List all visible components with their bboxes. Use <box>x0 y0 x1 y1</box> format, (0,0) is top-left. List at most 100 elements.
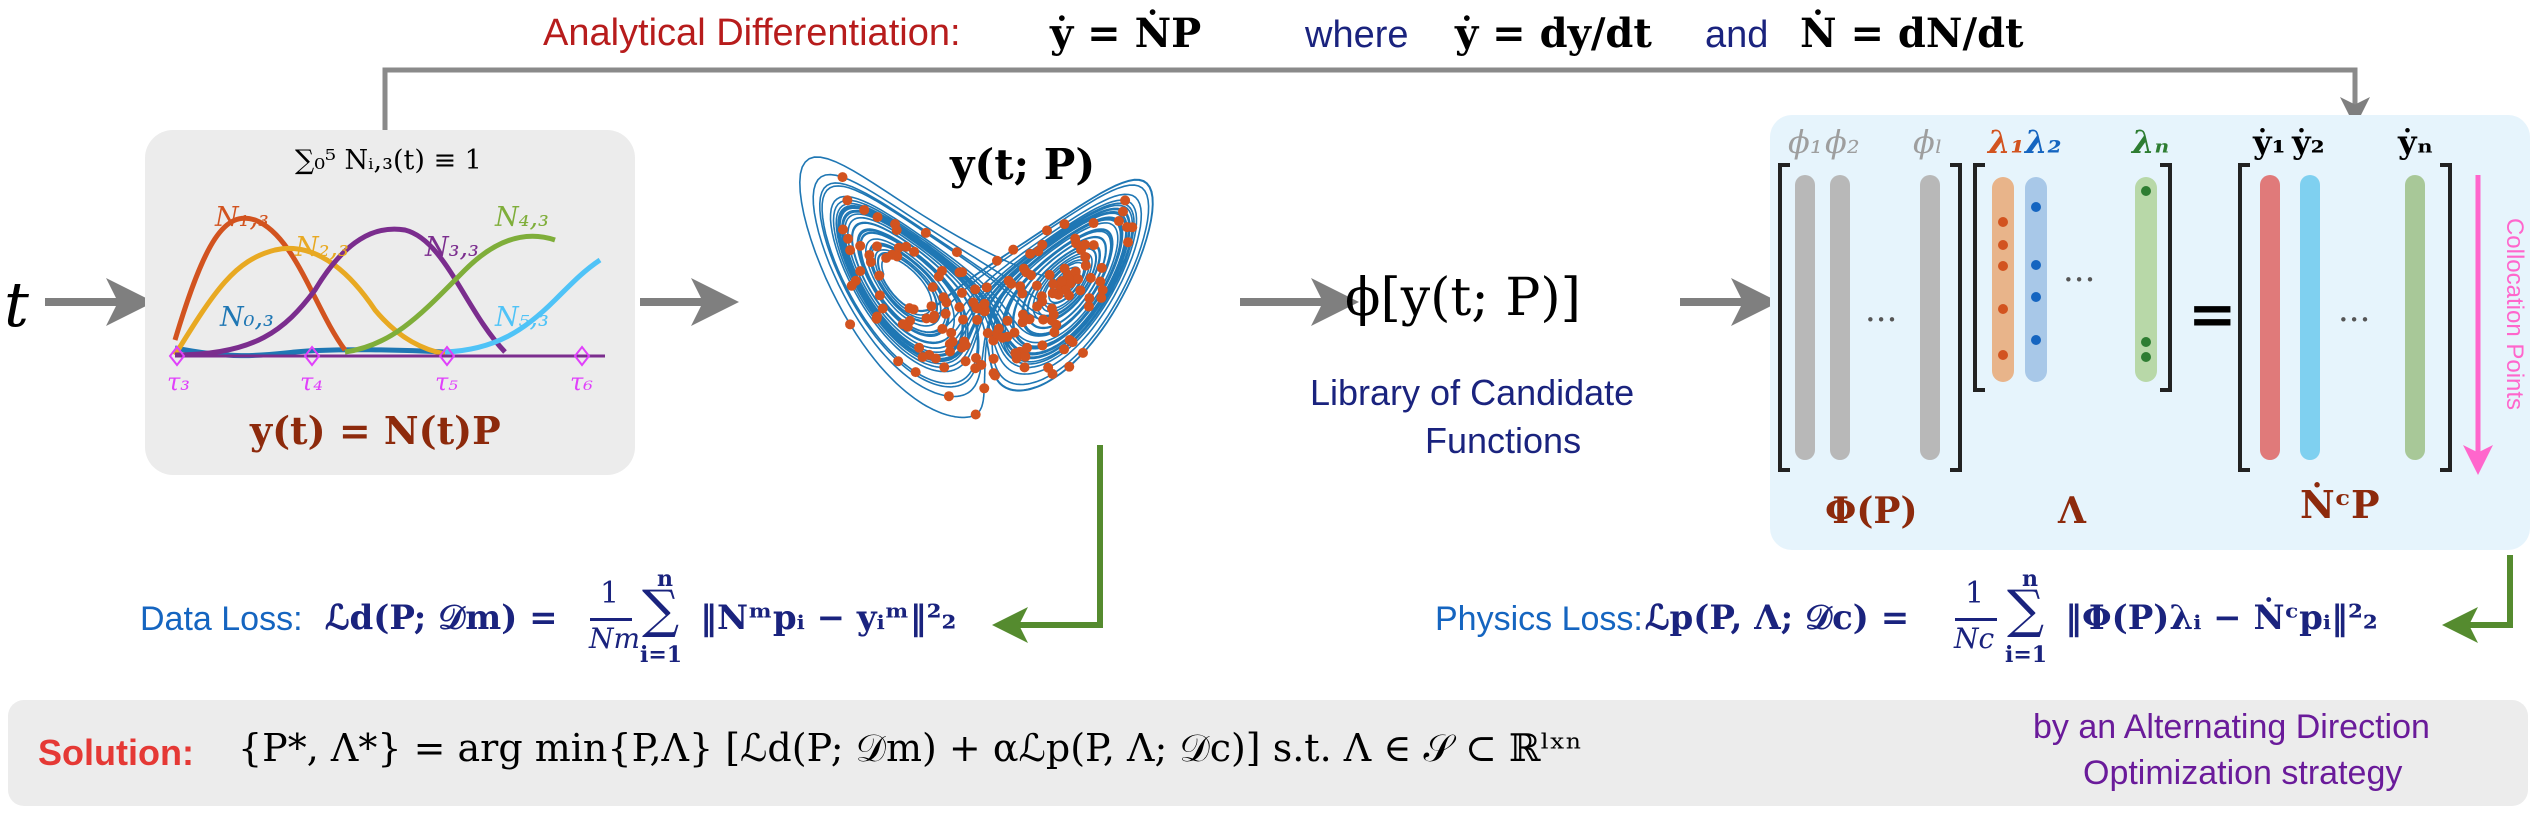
measurement-points <box>837 172 1138 420</box>
ydot-column-2 <box>2300 175 2320 460</box>
data-loss-fraction-numerator: 1 <box>600 576 620 611</box>
measurement-point <box>909 246 920 257</box>
data-loss-equation: Data Loss: ℒd(P; 𝒟m) = 1 Nm n ∑ i=1 ‖Nᵐp… <box>140 566 1010 685</box>
library-caption-line2: Functions <box>1425 420 1582 461</box>
physics-loss-sum-lower: i=1 <box>2005 642 2048 668</box>
measurement-point <box>1031 280 1042 291</box>
measurement-point <box>970 352 981 363</box>
measurement-point <box>1084 293 1095 304</box>
data-loss-sum-lower: i=1 <box>640 642 683 668</box>
measurement-point <box>972 314 983 325</box>
measurement-point <box>920 227 931 238</box>
input-time-symbol: t <box>4 268 29 341</box>
measurement-point <box>1025 248 1036 259</box>
measurement-point <box>982 328 993 339</box>
measurement-point <box>1036 291 1047 302</box>
measurement-point <box>927 282 938 293</box>
measurement-point <box>1120 195 1131 206</box>
measurement-point <box>1047 288 1058 299</box>
measurement-point <box>1070 233 1081 244</box>
where-word: where <box>1305 14 1409 56</box>
lambda-2-nonzero-dots <box>2031 202 2041 345</box>
measurement-point <box>871 241 882 252</box>
phi-column-2 <box>1830 175 1850 460</box>
measurement-point <box>1088 240 1099 251</box>
physics-loss-fraction-denominator: Nc <box>1954 622 1995 655</box>
measurement-point <box>941 297 952 308</box>
solution-equation: {P*, Λ*} = arg min{P,Λ} [ℒd(P; 𝒟m) + αℒp… <box>238 726 1583 770</box>
measurement-point <box>939 362 950 373</box>
measurement-point <box>872 212 883 223</box>
data-loss-sum-upper: n <box>657 566 673 592</box>
measurement-point <box>936 265 947 276</box>
measurement-point <box>859 204 870 215</box>
measurement-point <box>1046 315 1057 326</box>
measurement-point <box>837 224 848 235</box>
measurement-point <box>890 219 901 230</box>
measurement-point <box>989 370 1000 381</box>
label-n03: N₀,₃ <box>220 302 274 333</box>
measurement-point <box>1044 269 1055 280</box>
measurement-point <box>855 240 866 251</box>
lambda-matrix-right-bracket <box>2160 163 2172 392</box>
measurement-point <box>930 353 941 364</box>
knot-marker-6 <box>573 345 591 367</box>
measurement-point <box>1020 351 1031 362</box>
measurement-point <box>954 302 965 313</box>
physics-loss-fraction-numerator: 1 <box>1965 576 1985 611</box>
measurement-point <box>1026 270 1037 281</box>
measurement-point <box>910 367 921 378</box>
data-loss-label: Data Loss: <box>140 600 303 638</box>
data-loss-sum-sign: ∑ <box>642 580 680 640</box>
measurement-point <box>855 266 866 277</box>
measurement-point <box>988 353 999 364</box>
measurement-point <box>957 287 968 298</box>
basis-curve-n43 <box>344 233 556 355</box>
phi-matrix-left-bracket <box>1778 163 1790 472</box>
knot-marker-4 <box>303 345 321 367</box>
label-n53: N₅,₃ <box>495 302 549 333</box>
measurement-point <box>917 352 928 363</box>
measurement-point <box>1047 369 1058 380</box>
arrow-to-data-loss <box>992 445 1103 643</box>
measurement-point <box>901 241 912 252</box>
measurement-point <box>1083 301 1094 312</box>
measurement-point <box>1121 222 1132 233</box>
measurement-point <box>1113 216 1124 227</box>
measurement-point <box>957 267 968 278</box>
measurement-point <box>893 356 904 367</box>
phi-matrix-right-bracket <box>1950 163 1962 472</box>
label-n33: N₃,₃ <box>425 232 479 263</box>
measurement-point <box>1080 239 1091 250</box>
measurement-point <box>843 233 854 244</box>
measurement-point <box>970 409 981 420</box>
measurement-point <box>892 251 903 262</box>
and-word: and <box>1705 14 1769 56</box>
ydot-head-1: ẏ₁ <box>2253 123 2286 161</box>
ydot-column-n <box>2405 175 2425 460</box>
ydot-definition: ẏ = dy/dt <box>1455 10 1652 57</box>
strategy-line1: by an Alternating Direction <box>2033 708 2430 746</box>
lorenz-attractor-plot <box>798 156 1154 420</box>
measurement-point <box>874 270 885 281</box>
top-connector-arrow <box>382 67 2370 130</box>
lambda-column-2 <box>2025 177 2047 382</box>
knot-label-6: τ₆ <box>570 368 593 396</box>
measurement-point <box>976 359 987 370</box>
measurement-point <box>1002 315 1013 326</box>
measurement-point <box>1003 275 1014 286</box>
measurement-point <box>1073 274 1084 285</box>
lambda-head-n: λₙ <box>2132 123 2170 161</box>
measurement-point <box>1049 327 1060 338</box>
matrix-equation-graphic <box>1778 163 2493 475</box>
lambda-n-nonzero-dots <box>2141 186 2151 362</box>
measurement-point <box>1096 262 1107 273</box>
measurement-point <box>864 250 875 261</box>
label-n43: N₄,₃ <box>495 202 549 233</box>
measurement-point <box>943 391 954 402</box>
phi-column-1 <box>1795 175 1815 460</box>
solution-bar: Solution: {P*, Λ*} = arg min{P,Λ} [ℒd(P;… <box>8 700 2528 806</box>
measurement-point <box>1048 279 1059 290</box>
measurement-point <box>1059 219 1070 230</box>
